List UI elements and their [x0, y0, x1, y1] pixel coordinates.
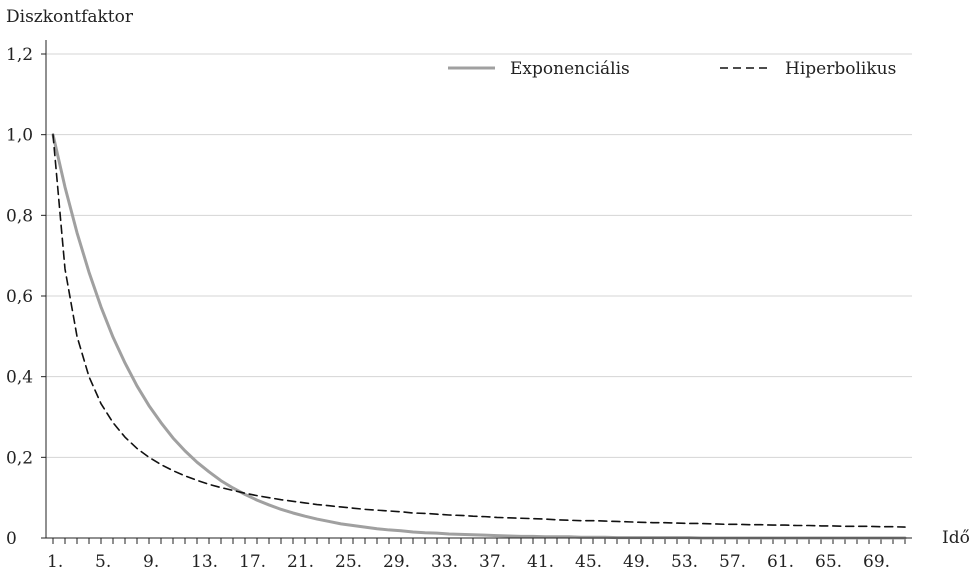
- legend-label-hiperbolikus: Hiperbolikus: [785, 59, 896, 79]
- x-tick-label: 29.: [383, 552, 410, 572]
- y-tick-label: 0,4: [6, 368, 33, 388]
- legend-label-exponencialis: Exponenciális: [510, 59, 630, 79]
- x-tick-label: 13.: [191, 552, 218, 572]
- x-axis-ticks: 1. 5. 9. 13. 17. 21. 25. 29. 33. 37. 41. 45. 49. 53. 5…: [47, 538, 906, 572]
- x-tick-label: 49.: [623, 552, 650, 572]
- y-axis-ticks: 0 0,2 0,4 0,6 0,8 1,0 1,2: [6, 45, 46, 549]
- y-tick-label: 0,8: [6, 206, 33, 226]
- x-tick-label: 37.: [479, 552, 506, 572]
- y-tick-label: 0,6: [6, 287, 33, 307]
- series-line-hiperbolikus: [52, 133, 906, 528]
- series-line-exponencialis: [51, 133, 907, 540]
- x-tick-label: 1.: [47, 552, 63, 572]
- y-tick-label: 0: [6, 529, 17, 549]
- x-tick-label: 45.: [575, 552, 602, 572]
- x-tick-label: 41.: [527, 552, 554, 572]
- x-axis-label: Idő: [942, 528, 970, 548]
- x-tick-label: 57.: [719, 552, 746, 572]
- axes: [45, 40, 912, 539]
- x-tick-label: 9.: [143, 552, 159, 572]
- x-tick-label: 33.: [431, 552, 458, 572]
- x-tick-label: 53.: [671, 552, 698, 572]
- y-tick-label: 1,2: [6, 45, 33, 65]
- y-tick-label: 0,2: [6, 448, 33, 468]
- x-tick-label: 17.: [239, 552, 266, 572]
- x-tick-label: 25.: [335, 552, 362, 572]
- x-tick-label: 69.: [863, 552, 890, 572]
- x-tick-label: 21.: [287, 552, 314, 572]
- gridlines: [46, 53, 912, 458]
- x-tick-label: 5.: [95, 552, 111, 572]
- legend: Exponenciális Hiperbolikus: [448, 59, 896, 79]
- y-axis-label: Diszkontfaktor: [6, 7, 134, 27]
- x-tick-label: 61.: [767, 552, 794, 572]
- series-lines: [51, 133, 907, 540]
- y-tick-label: 1,0: [6, 126, 33, 146]
- x-tick-label: 65.: [815, 552, 842, 572]
